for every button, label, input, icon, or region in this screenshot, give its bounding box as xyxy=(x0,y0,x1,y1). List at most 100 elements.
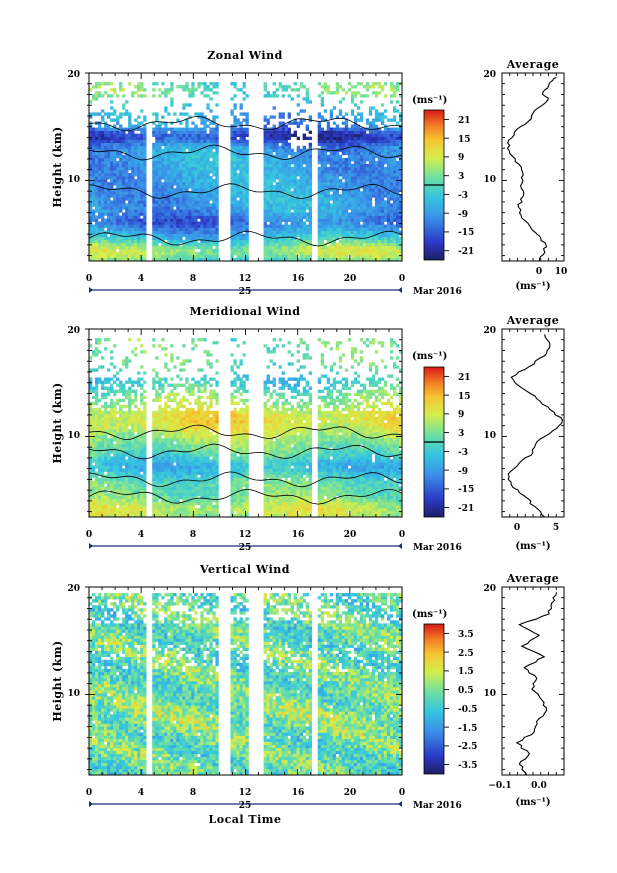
heatmap-cell xyxy=(98,432,102,436)
heatmap-cell xyxy=(230,130,234,134)
heatmap-cell xyxy=(101,447,105,451)
heatmap-cell xyxy=(188,127,192,131)
heatmap-cell xyxy=(272,94,276,98)
heatmap-cell xyxy=(143,130,147,134)
heatmap-cell xyxy=(215,115,219,119)
heatmap-cell xyxy=(197,82,201,86)
heatmap-cell xyxy=(296,94,300,98)
heatmap-cell xyxy=(356,248,361,253)
heatmap-cell xyxy=(380,163,385,168)
heatmap-cell xyxy=(107,477,111,481)
heatmap-cell xyxy=(101,82,105,86)
heatmap-cell xyxy=(320,148,325,153)
heatmap-cell xyxy=(113,444,117,448)
heatmap-cell xyxy=(95,413,99,418)
heatmap-cell xyxy=(176,254,180,259)
heatmap-cell xyxy=(278,85,282,89)
heatmap-cell xyxy=(299,254,303,259)
heatmap-cell xyxy=(263,227,267,231)
heatmap-cell xyxy=(335,142,340,147)
heatmap-cell xyxy=(116,450,120,454)
heatmap-cell xyxy=(356,209,361,213)
heatmap-cell xyxy=(269,139,273,144)
heatmap-cell xyxy=(92,185,96,189)
heatmap-cell xyxy=(131,154,135,159)
heatmap-cell xyxy=(239,251,243,256)
heatmap-cell xyxy=(245,251,249,256)
heatmap-cell xyxy=(95,459,99,463)
heatmap-cell xyxy=(320,242,325,247)
heatmap-cell xyxy=(113,501,117,506)
heatmap-cell xyxy=(275,88,279,92)
heatmap-cell xyxy=(92,413,96,418)
heatmap-cell xyxy=(98,350,102,354)
heatmap-cell xyxy=(101,410,105,415)
heatmap-cell xyxy=(209,160,213,165)
heatmap-cell xyxy=(302,203,306,207)
heatmap-cell xyxy=(200,139,204,144)
heatmap-cell xyxy=(266,230,270,235)
heatmap-cell xyxy=(173,224,177,228)
heatmap-cell xyxy=(317,224,322,228)
heatmap-cell xyxy=(176,118,180,122)
heatmap-cell xyxy=(332,151,337,156)
heatmap-cell xyxy=(299,221,303,225)
heatmap-cell xyxy=(323,185,328,189)
heatmap-cell xyxy=(122,157,126,162)
heatmap-cell xyxy=(284,197,288,201)
heatmap-cell xyxy=(278,188,282,192)
heatmap-cell xyxy=(266,145,270,150)
heatmap-cell xyxy=(365,197,370,201)
heatmap-cell xyxy=(113,160,117,165)
heatmap-cell xyxy=(104,212,108,216)
heatmap-cell xyxy=(284,233,288,238)
heatmap-cell xyxy=(359,154,364,159)
heatmap-cell xyxy=(245,130,249,134)
heatmap-cell xyxy=(158,218,162,222)
heatmap-cell xyxy=(398,142,403,147)
heatmap-cell xyxy=(233,242,237,247)
heatmap-cell xyxy=(332,218,337,222)
heatmap-cell xyxy=(89,380,93,384)
heatmap-cell xyxy=(353,236,358,241)
heatmap-cell xyxy=(143,233,147,238)
heatmap-cell xyxy=(128,176,132,180)
heatmap-cell xyxy=(308,239,313,244)
heatmap-cell xyxy=(104,377,108,381)
heatmap-cell xyxy=(170,182,174,186)
heatmap-cell xyxy=(197,245,201,250)
heatmap-cell xyxy=(344,257,349,262)
heatmap-cell xyxy=(164,227,168,231)
heatmap-cell xyxy=(101,236,105,241)
heatmap-cell xyxy=(380,103,385,107)
heatmap-cell xyxy=(215,191,219,195)
heatmap-cell xyxy=(110,221,114,225)
heatmap-cell xyxy=(104,407,108,412)
heatmap-cell xyxy=(92,245,96,250)
heatmap-cell xyxy=(155,236,159,241)
heatmap-cell xyxy=(275,221,279,225)
heatmap-cell xyxy=(245,233,249,238)
heatmap-cell xyxy=(116,160,120,165)
heatmap-cell xyxy=(278,139,282,144)
heatmap-cell xyxy=(332,173,337,177)
heatmap-cell xyxy=(215,188,219,192)
heatmap-cell xyxy=(191,191,195,195)
heatmap-cell xyxy=(296,154,300,159)
heatmap-cell xyxy=(335,115,340,119)
heatmap-cell xyxy=(161,233,165,238)
heatmap-cell xyxy=(173,194,177,198)
heatmap-cell xyxy=(182,170,186,174)
heatmap-cell xyxy=(389,82,394,86)
heatmap-cell xyxy=(299,154,303,159)
heatmap-cell xyxy=(290,148,294,153)
heatmap-cell xyxy=(359,224,364,228)
heatmap-cell xyxy=(353,157,358,162)
heatmap-cell xyxy=(284,154,288,159)
heatmap-cell xyxy=(245,209,249,213)
heatmap-cell xyxy=(182,179,186,183)
heatmap-cell xyxy=(377,236,382,241)
heatmap-cell xyxy=(203,148,207,153)
heatmap-cell xyxy=(116,465,120,469)
heatmap-cell xyxy=(167,145,171,150)
